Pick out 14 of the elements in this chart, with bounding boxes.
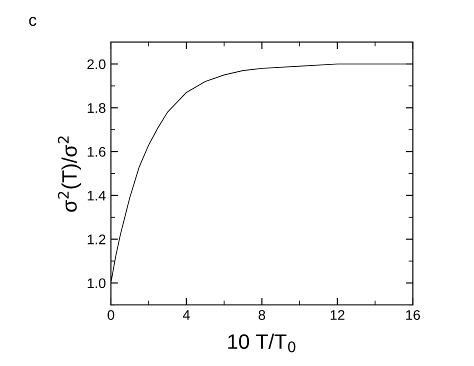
x-tick-label: 16 <box>406 310 420 320</box>
x-tick-label: 0 <box>108 310 114 320</box>
text: c <box>29 16 36 26</box>
y-tick-label: 1.4 <box>88 190 106 200</box>
y-tick-label: 1.0 <box>88 278 106 288</box>
x-axis-title: 10 T/T$_{0}$ <box>228 334 296 352</box>
x-tick-label: 8 <box>258 310 266 320</box>
y-axis-title: σ$^{2}$(T)/σ$^{2}$ <box>58 136 81 212</box>
x-tick-label: 12 <box>330 310 344 320</box>
y-tick-label: 1.6 <box>88 146 106 157</box>
y-tick-label: 1.2 <box>88 234 106 244</box>
x-tick-label: 4 <box>182 310 190 320</box>
y-tick-label: 1.8 <box>88 103 106 113</box>
y-tick-label: 2.0 <box>87 59 106 70</box>
